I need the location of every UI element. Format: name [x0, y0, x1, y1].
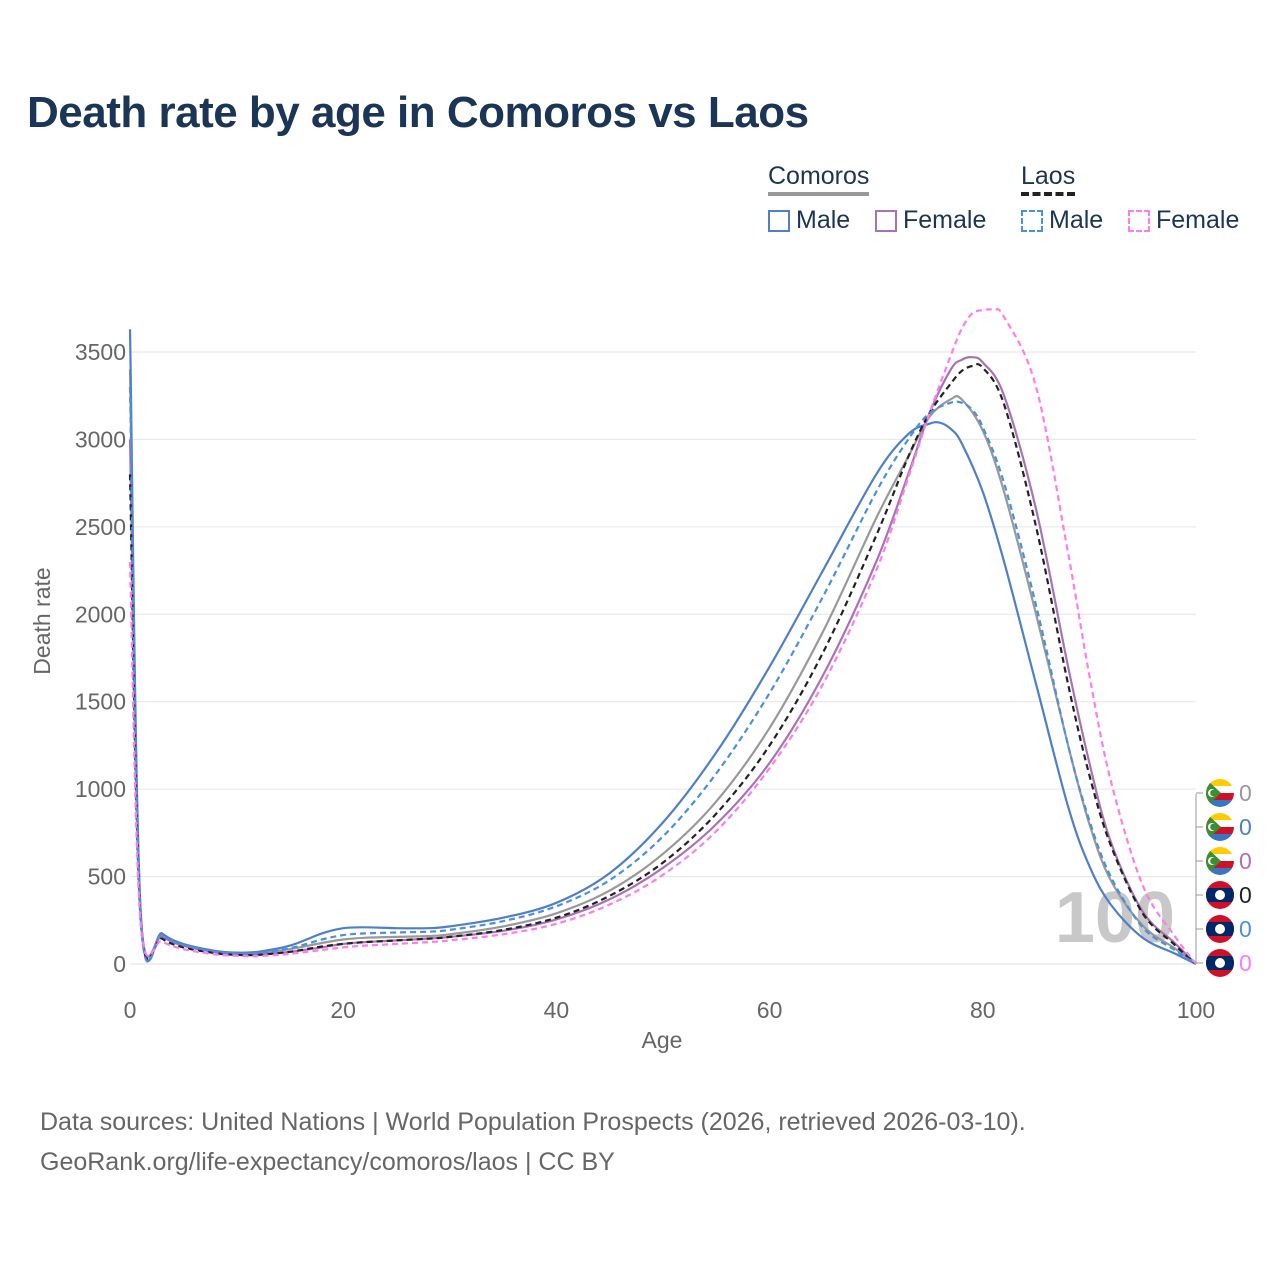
y-axis-label: Death rate	[29, 567, 55, 674]
footer-attribution[interactable]: GeoRank.org/life-expectancy/comoros/laos…	[40, 1148, 615, 1176]
series-line-comoros-male[interactable]	[128, 329, 1197, 965]
y-tick-label: 3000	[75, 426, 126, 452]
y-axis-ticks: 0 500 1000 1500 2000 2500 3000 3500	[75, 339, 126, 977]
laos-flag-icon	[1206, 949, 1234, 977]
legend-item-laos-female[interactable]: Female	[1128, 206, 1239, 235]
end-label-value: 0	[1239, 848, 1252, 874]
legend-item-comoros-male[interactable]: Male	[768, 206, 850, 235]
series-line-laos-female[interactable]	[128, 308, 1197, 965]
legend-group-laos-header[interactable]: Laos	[1021, 162, 1076, 196]
grid-lines	[130, 351, 1196, 965]
x-tick-label: 100	[1177, 997, 1215, 1023]
legend-item-label: Female	[903, 206, 987, 234]
chart-title: Death rate by age in Comoros vs Laos	[27, 88, 809, 137]
y-tick-label: 1000	[75, 776, 126, 802]
end-label-value: 0	[1239, 814, 1252, 840]
legend-item-label: Female	[1156, 206, 1240, 234]
legend-item-laos-male[interactable]: Male	[1021, 206, 1103, 235]
legend-country-label: Comoros	[768, 162, 870, 190]
y-tick-label: 3500	[75, 339, 126, 365]
y-tick-label: 0	[113, 951, 126, 977]
footer-sources: Data sources: United Nations | World Pop…	[40, 1108, 1026, 1136]
laos-flag-icon	[1206, 915, 1234, 943]
y-tick-label: 2500	[75, 514, 126, 540]
legend-group-comoros-header[interactable]: Comoros	[768, 162, 870, 196]
end-label-value: 0	[1239, 916, 1252, 942]
legend-swatch	[768, 209, 790, 232]
series-lines	[128, 308, 1197, 965]
end-label-value: 0	[1239, 780, 1252, 806]
comoros-flag-icon	[1206, 813, 1234, 841]
x-tick-label: 60	[757, 997, 783, 1023]
legend-swatch	[1021, 209, 1043, 232]
x-tick-label: 0	[124, 997, 137, 1023]
x-tick-label: 40	[544, 997, 570, 1023]
x-tick-label: 80	[970, 997, 996, 1023]
legend-item-comoros-female[interactable]: Female	[875, 206, 986, 235]
end-label-value: 0	[1239, 882, 1252, 908]
legend-line-sample	[1021, 192, 1076, 196]
legend-item-label: Male	[1049, 206, 1104, 234]
end-label-value: 0	[1239, 950, 1252, 976]
legend-swatch	[1128, 209, 1150, 232]
laos-flag-icon	[1206, 881, 1234, 909]
legend-swatch	[875, 209, 897, 232]
series-line-laos-male[interactable]	[128, 386, 1197, 965]
legend-line-sample	[768, 192, 870, 196]
series-line-comoros-female[interactable]	[128, 356, 1197, 965]
x-axis-label: Age	[642, 1027, 683, 1053]
x-axis-ticks: 0 20 40 60 80 100	[124, 997, 1216, 1023]
y-tick-label: 500	[88, 864, 126, 890]
y-tick-label: 1500	[75, 689, 126, 715]
y-tick-label: 2000	[75, 601, 126, 627]
comoros-flag-icon	[1206, 847, 1234, 875]
legend-item-label: Male	[796, 206, 851, 234]
end-labels: 0 0 0 0 0 0	[1195, 779, 1252, 977]
series-line-laos-total[interactable]	[128, 363, 1197, 965]
x-tick-label: 20	[330, 997, 356, 1023]
legend-country-label: Laos	[1021, 162, 1076, 190]
comoros-flag-icon	[1206, 779, 1234, 807]
